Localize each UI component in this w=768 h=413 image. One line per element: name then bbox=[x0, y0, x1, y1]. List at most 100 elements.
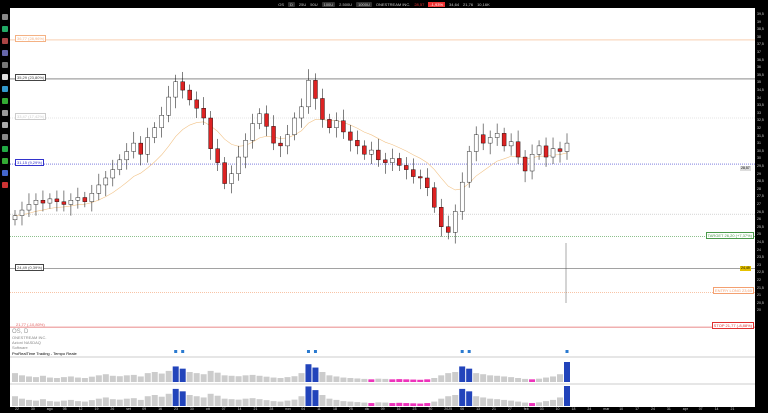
gear-icon[interactable] bbox=[2, 122, 8, 128]
volume-bar bbox=[543, 377, 550, 382]
volume-bar bbox=[515, 378, 522, 382]
volume-bar bbox=[438, 375, 445, 382]
volume-bar-2 bbox=[396, 402, 403, 406]
volume-bar bbox=[333, 376, 340, 382]
volume-bar bbox=[256, 375, 263, 382]
price-axis[interactable]: 39,5 39 38,5 38 37,5 37 36,5 36 35,5 35 34,5 34 33,5… bbox=[755, 8, 768, 413]
time-tick: 21 bbox=[730, 407, 735, 411]
volume-bar bbox=[291, 376, 298, 382]
timeframe-selector[interactable]: D bbox=[288, 1, 295, 7]
volume-bar-2 bbox=[256, 399, 263, 406]
price-tick: 23 bbox=[757, 262, 761, 267]
time-tick: 18 bbox=[333, 407, 337, 411]
text-tool-icon[interactable] bbox=[2, 98, 8, 104]
time-tick: 14 bbox=[714, 407, 719, 411]
level-label[interactable]: 35,29 (23,80%) bbox=[15, 73, 47, 81]
fib-tool-icon[interactable] bbox=[2, 50, 8, 56]
price-tick: 38,5 bbox=[757, 27, 764, 32]
price-tick: 29,5 bbox=[757, 164, 764, 168]
volume-bar-2 bbox=[368, 403, 375, 406]
signal-marker bbox=[181, 350, 185, 353]
volume-bar-2 bbox=[235, 399, 242, 406]
time-tick: 21 bbox=[253, 407, 258, 411]
last-price: 28,57 bbox=[414, 1, 425, 7]
time-tick: set bbox=[126, 407, 131, 411]
volume-bar-2 bbox=[298, 396, 305, 406]
view-1000u[interactable]: 1000U bbox=[356, 1, 372, 7]
candle-body bbox=[348, 131, 353, 141]
volume-bar-2 bbox=[382, 402, 389, 406]
price-tick: 29 bbox=[757, 171, 761, 176]
time-tick: 18 bbox=[571, 407, 576, 411]
level-label[interactable]: TARGET 26,20 (+7,37%) bbox=[705, 231, 754, 239]
level-label[interactable]: 31,15 (9,29%) bbox=[15, 159, 45, 167]
chart-icon[interactable] bbox=[2, 170, 8, 176]
bell-icon[interactable] bbox=[2, 74, 8, 80]
volume-bar bbox=[424, 379, 431, 382]
level-label[interactable]: 36,77 (28,96%) bbox=[15, 34, 47, 42]
volume-bar-2 bbox=[515, 401, 522, 406]
candle-body bbox=[501, 133, 507, 147]
volume-bar bbox=[403, 379, 410, 382]
trash-icon[interactable] bbox=[2, 134, 8, 140]
candle-body bbox=[19, 209, 25, 216]
candle-body bbox=[166, 96, 171, 116]
crosshair-icon[interactable] bbox=[2, 86, 8, 92]
cursor-icon[interactable] bbox=[2, 14, 8, 20]
volume-bar-2 bbox=[46, 401, 53, 406]
level-label[interactable]: 21,77 (-10,80%) bbox=[16, 322, 45, 328]
time-tick: 21 bbox=[492, 407, 496, 411]
candle-body bbox=[215, 148, 220, 163]
trend-icon[interactable] bbox=[2, 158, 8, 164]
view-2500u[interactable]: 2.500U bbox=[339, 1, 353, 7]
moving-average-line bbox=[14, 119, 568, 216]
company-name: ONESTREAM INC. bbox=[375, 1, 411, 7]
volume-bar-2 bbox=[88, 400, 95, 406]
price-tick: 20 bbox=[757, 308, 761, 313]
volume-bar-2 bbox=[242, 398, 249, 406]
volume-bar bbox=[151, 372, 158, 382]
volume-bar bbox=[249, 374, 256, 382]
copy-icon[interactable] bbox=[2, 110, 8, 116]
zoom-icon[interactable] bbox=[2, 62, 8, 68]
candle-body bbox=[459, 181, 465, 212]
volume-bar bbox=[473, 373, 480, 382]
time-tick: 16 bbox=[158, 407, 162, 411]
time-axis[interactable]: 22 30 ago 05 12 19 26 set 09 16 23 30 ott 07 14 21 28 nov… bbox=[10, 407, 755, 413]
level-label[interactable]: STOP 21,77 (-8,88%) bbox=[711, 322, 754, 330]
candle-body bbox=[12, 215, 18, 221]
candle-body bbox=[327, 119, 332, 128]
volume-bar-2 bbox=[144, 396, 151, 406]
view-25u[interactable]: 25U bbox=[298, 1, 307, 7]
candle-body bbox=[313, 80, 318, 99]
volume-bar bbox=[186, 372, 193, 382]
symbol-selector[interactable]: OS bbox=[278, 1, 285, 7]
time-tick: 10 bbox=[555, 407, 560, 411]
candle-body bbox=[411, 169, 416, 177]
volume-bar-2 bbox=[18, 398, 25, 406]
candle-body bbox=[75, 197, 81, 201]
candle-body bbox=[508, 141, 514, 147]
volume-bar bbox=[529, 379, 536, 382]
instrument-info: OS, D ONESTREAM INC. Azioni NASDAQ Softw… bbox=[12, 329, 46, 350]
volume-bar-2 bbox=[284, 400, 291, 406]
line-tool-icon[interactable] bbox=[2, 26, 8, 32]
view-50u[interactable]: 50U bbox=[310, 1, 318, 7]
signal-marker bbox=[313, 350, 317, 353]
level-label[interactable]: 24,49 (0,39%) bbox=[15, 263, 45, 271]
volume-bar-2 bbox=[123, 398, 130, 406]
level-label[interactable]: ENTRY LONG 23,60 bbox=[713, 287, 754, 295]
volume-bar-2 bbox=[480, 397, 487, 406]
indicator-icon[interactable] bbox=[2, 182, 8, 188]
level-label[interactable]: 33,47 (17,42%) bbox=[15, 113, 47, 120]
view-100u[interactable]: 100U bbox=[321, 1, 336, 7]
trend-up-icon[interactable] bbox=[2, 146, 8, 152]
price-tick: 32 bbox=[757, 126, 761, 130]
volume-bar bbox=[144, 373, 151, 382]
volume-bar bbox=[18, 375, 25, 382]
time-tick: 16 bbox=[396, 407, 401, 411]
volume-bar-2 bbox=[53, 401, 60, 406]
ray-tool-icon[interactable] bbox=[2, 38, 8, 44]
price-tick: 31,5 bbox=[757, 133, 764, 138]
